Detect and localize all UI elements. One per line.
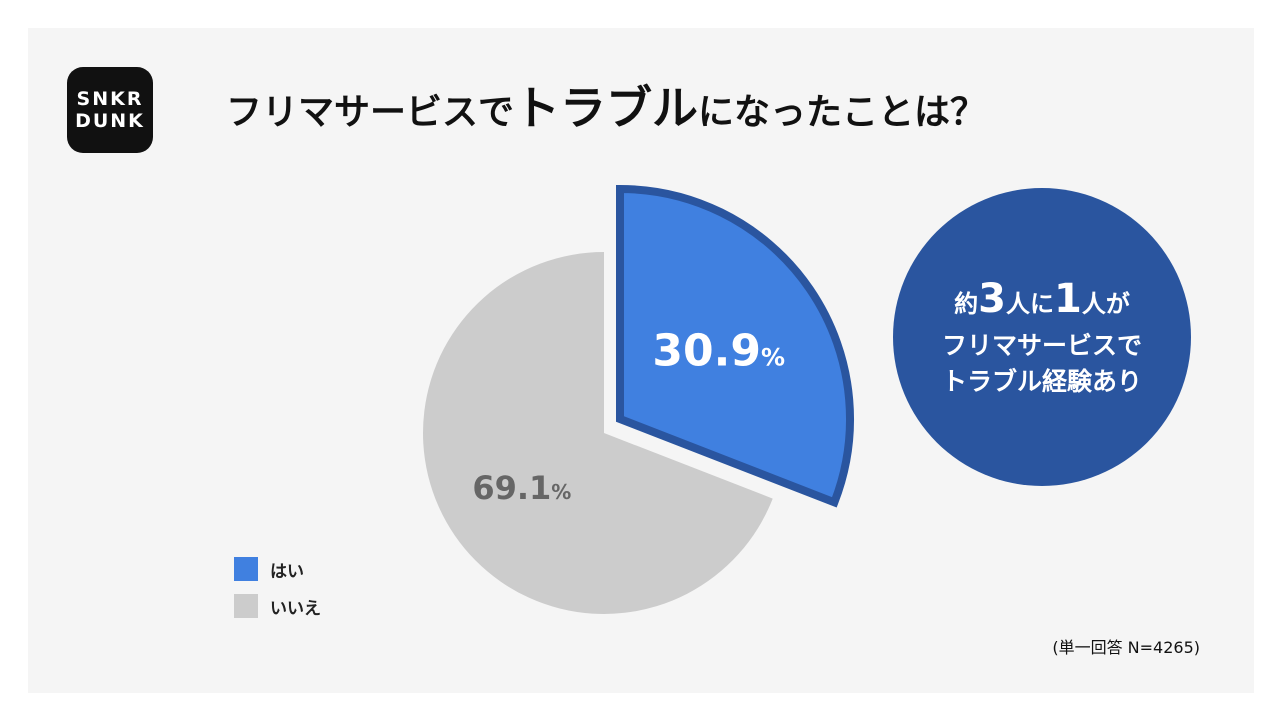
callout-num1: 3 [978, 275, 1006, 322]
legend-swatch-no [234, 594, 258, 618]
callout-pre1: 約 [954, 289, 979, 318]
callout-line2: フリマサービスで [941, 330, 1142, 360]
legend-item-yes: はい [234, 557, 304, 582]
callout-num2: 1 [1054, 275, 1082, 322]
title-prefix: フリマサービスで [226, 92, 515, 133]
title-emphasis: トラブル [514, 81, 699, 135]
pie-slice-1 [423, 252, 773, 614]
logo-line2: DUNK [75, 110, 145, 132]
pie-label-0: 30.9% [652, 325, 785, 376]
callout-circle: 約3人に1人が フリマサービスで トラブル経験あり [893, 188, 1191, 486]
legend-swatch-yes [234, 557, 258, 581]
chart-title: フリマサービスでトラブルになったことは？ [226, 78, 986, 143]
legend-label-yes: はい [270, 561, 304, 582]
pie-label-1: 69.1% [472, 469, 571, 507]
callout-line3: トラブル経験あり [941, 366, 1142, 396]
callout-post: 人が [1081, 289, 1130, 318]
callout-mid: 人に [1006, 289, 1054, 318]
snkrdunk-logo: SNKR DUNK [67, 67, 153, 153]
legend-label-no: いいえ [270, 598, 321, 619]
sample-note: (単一回答 N=4265) [1052, 638, 1200, 657]
title-suffix: になったことは？ [698, 92, 987, 133]
legend-item-no: いいえ [234, 594, 321, 619]
callout-line1: 約3人に1人が [954, 275, 1130, 328]
pie-slice-0 [616, 184, 854, 508]
logo-line1: SNKR [76, 88, 144, 110]
